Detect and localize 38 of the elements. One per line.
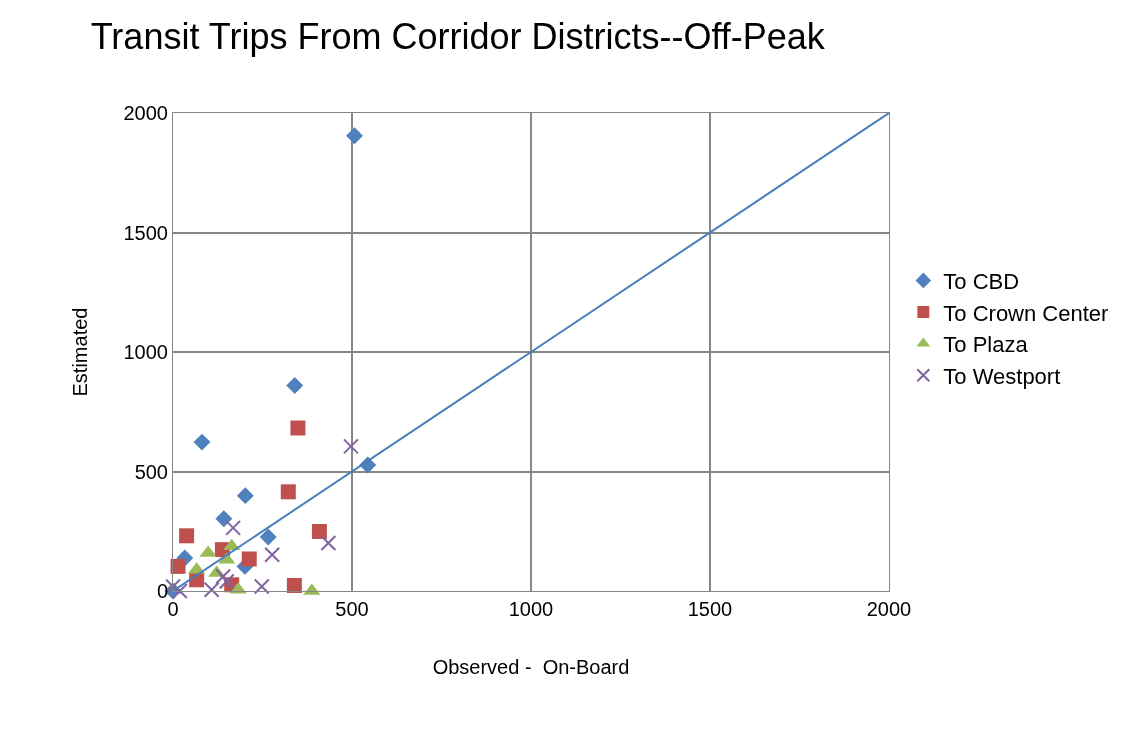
point [170, 558, 186, 574]
point [179, 528, 195, 544]
legend-label: To Westport [943, 363, 1061, 389]
point [215, 568, 232, 585]
point [203, 581, 220, 598]
legend-label: To Plaza [943, 332, 1029, 358]
x-tick-label: 500 [335, 598, 369, 620]
y-tick-label: 2000 [123, 102, 168, 124]
point [215, 510, 233, 528]
point [193, 433, 211, 451]
point [286, 578, 302, 593]
point [342, 438, 359, 455]
point [264, 546, 281, 563]
x-tick-label: 1000 [508, 598, 554, 620]
point [280, 484, 296, 500]
y-axis-title: Estimated [69, 307, 91, 397]
y-tick-label: 0 [156, 580, 168, 602]
y-tick-label: 1500 [123, 221, 168, 244]
point [171, 583, 188, 599]
point [225, 519, 242, 536]
point [253, 578, 270, 595]
y-tick-label: 1000 [123, 341, 168, 363]
legend-label: To Crown Center [943, 300, 1109, 326]
point [286, 377, 304, 394]
point [218, 573, 235, 590]
x-axis-title: Observed - On-Board [432, 655, 630, 678]
x-tick-label: 1500 [687, 598, 733, 620]
point [320, 534, 337, 551]
point [311, 523, 327, 539]
point [346, 127, 363, 145]
legend-label: To CBD [943, 268, 1020, 294]
point [290, 420, 306, 436]
point [236, 487, 254, 505]
y-tick-label: 500 [134, 460, 168, 483]
x-tick-label: 2000 [866, 598, 912, 620]
point [241, 551, 257, 567]
chart-title: Transit Trips From Corridor Districts--Off-Peak [90, 16, 826, 58]
point [259, 528, 277, 546]
